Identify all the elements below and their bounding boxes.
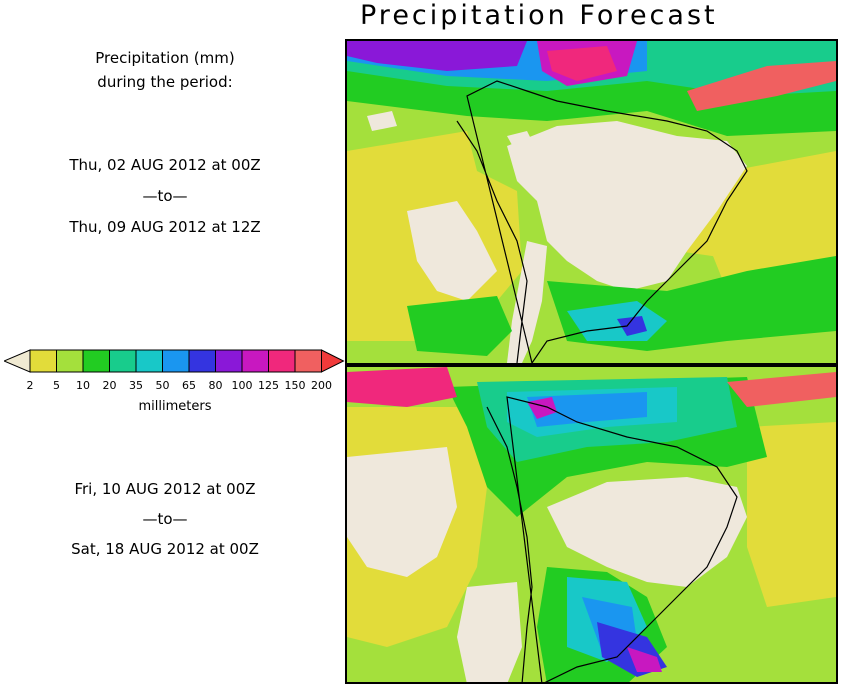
colorbar-over-arrow [321, 349, 345, 373]
map1-red-band [687, 61, 836, 111]
colorbar-swatch [188, 349, 216, 373]
colorbar-svg [2, 349, 345, 373]
map1-purple-north [347, 41, 527, 71]
map2-yellow-east [747, 422, 836, 607]
map1-blue-south [617, 316, 647, 336]
colorbar-tick-label: 2 [26, 379, 34, 392]
map2-svg [347, 367, 836, 682]
map2-coastline [486, 396, 738, 682]
period2-end: Sat, 18 AUG 2012 at 00Z [71, 540, 259, 558]
colorbar-tick-label: 50 [155, 379, 170, 392]
colorbar-tick-label: 35 [129, 379, 143, 392]
colorbar [2, 348, 346, 380]
period1-separator: —to— [142, 187, 188, 205]
colorbar-swatch [56, 349, 84, 373]
colorbar-tick-label: 125 [258, 379, 279, 392]
forecast-map-period2 [345, 365, 838, 684]
map1-dry-continent [507, 121, 747, 291]
map2-dry-pacific [347, 447, 457, 577]
colorbar-swatch [162, 349, 190, 373]
colorbar-swatch [215, 349, 243, 373]
colorbar-under-arrow [2, 349, 31, 373]
colorbar-tick-label: 5 [53, 379, 60, 392]
map2-blue-north [527, 392, 647, 427]
page-title: Precipitation Forecast [360, 0, 718, 31]
map2-red-east [727, 372, 836, 407]
colorbar-tick-label: 100 [231, 379, 253, 392]
colorbar-units: millimeters [138, 399, 212, 414]
period2-start: Fri, 10 AUG 2012 at 00Z [74, 480, 256, 498]
colorbar-tick-label: 20 [102, 379, 117, 392]
period1-start: Thu, 02 AUG 2012 at 00Z [69, 156, 261, 174]
period1-end: Thu, 09 AUG 2012 at 12Z [69, 218, 261, 236]
colorbar-tick-label: 65 [182, 379, 196, 392]
map1-coastline [456, 80, 748, 363]
legend-caption-line1: Precipitation (mm) [95, 49, 235, 67]
period2-separator: —to— [142, 510, 188, 528]
map1-green-southwest [407, 296, 512, 356]
forecast-map-period1 [345, 39, 838, 365]
map1-dry-small-1 [367, 111, 397, 131]
map2-magenta-south [627, 647, 662, 672]
map2-pink-west [347, 367, 457, 407]
map2-magenta-north [527, 397, 557, 419]
map1-pink-north [547, 46, 617, 81]
colorbar-swatch [294, 349, 322, 373]
colorbar-swatch [268, 349, 296, 373]
map2-dry-continent [547, 477, 747, 587]
colorbar-tick-label: 150 [284, 379, 306, 392]
colorbar-swatch [241, 349, 269, 373]
colorbar-swatch [82, 349, 110, 373]
colorbar-tick-label: 80 [208, 379, 223, 392]
legend-caption-line2: during the period: [97, 73, 233, 91]
map2-dry-south [457, 582, 522, 682]
period2-label: Fri, 10 AUG 2012 at 00Z —to— Sat, 18 AUG… [0, 474, 330, 564]
colorbar-swatch [135, 349, 163, 373]
map1-dry-andes [507, 241, 547, 363]
colorbar-tick-label: 200 [311, 379, 332, 392]
colorbar-tick-label: 10 [76, 379, 90, 392]
map1-svg [347, 41, 836, 363]
colorbar-swatch [29, 349, 57, 373]
map1-dry-pacific [407, 201, 497, 301]
period1-label: Thu, 02 AUG 2012 at 00Z —to— Thu, 09 AUG… [0, 150, 330, 243]
legend-caption: Precipitation (mm) during the period: [0, 46, 330, 94]
colorbar-swatch [109, 349, 137, 373]
